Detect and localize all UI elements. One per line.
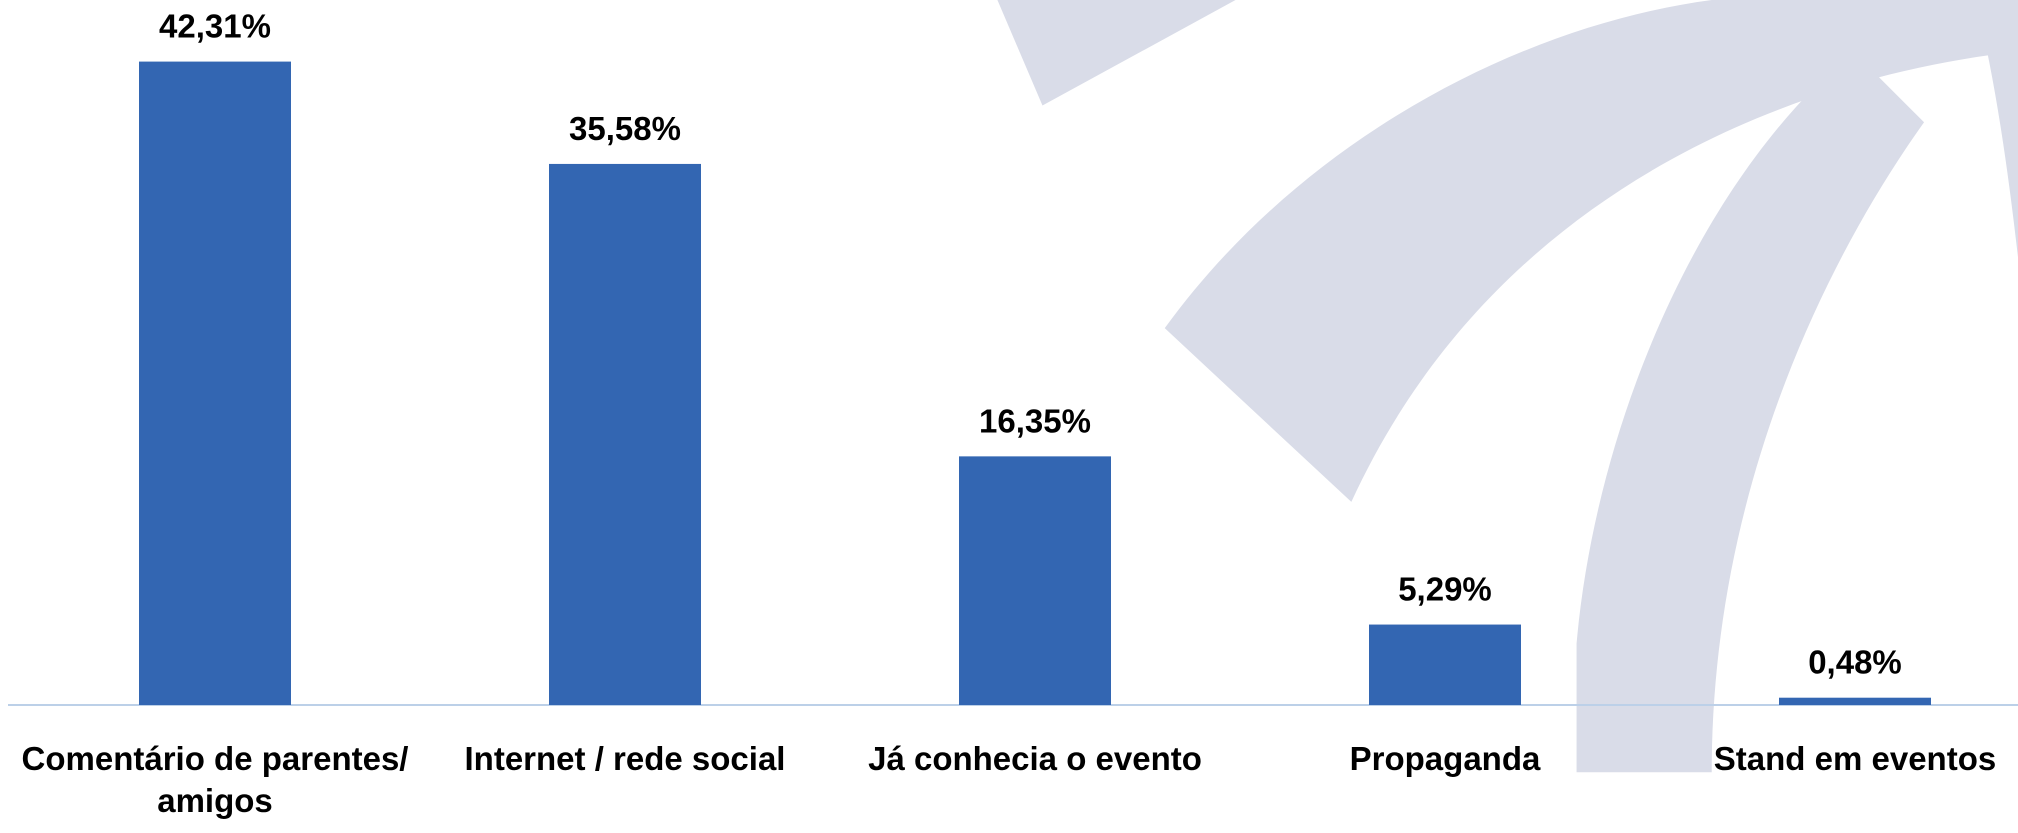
value-label: 0,48% xyxy=(1808,644,1902,681)
bar xyxy=(1779,697,1931,705)
watermark-shape xyxy=(1576,51,1925,773)
watermark-shape xyxy=(997,0,1236,106)
x-tick-label: Stand em eventos xyxy=(1713,740,1997,777)
value-label: 5,29% xyxy=(1398,571,1492,608)
watermark xyxy=(997,0,2018,773)
bar xyxy=(139,61,291,706)
x-tick-label: Propaganda xyxy=(1349,740,1541,777)
bar xyxy=(959,456,1111,705)
bar xyxy=(549,163,701,706)
value-label: 42,31% xyxy=(159,8,271,45)
value-label: 16,35% xyxy=(979,402,1091,439)
watermark-shape xyxy=(1164,0,2018,502)
value-label: 35,58% xyxy=(569,110,681,147)
bar xyxy=(1369,624,1521,705)
x-tick-label: Comentário de parentes/ amigos xyxy=(21,740,409,819)
x-tick-label: Internet / rede social xyxy=(464,740,786,777)
watermark-shape xyxy=(1975,0,2018,258)
x-tick-label: Já conhecia o evento xyxy=(868,740,1202,777)
